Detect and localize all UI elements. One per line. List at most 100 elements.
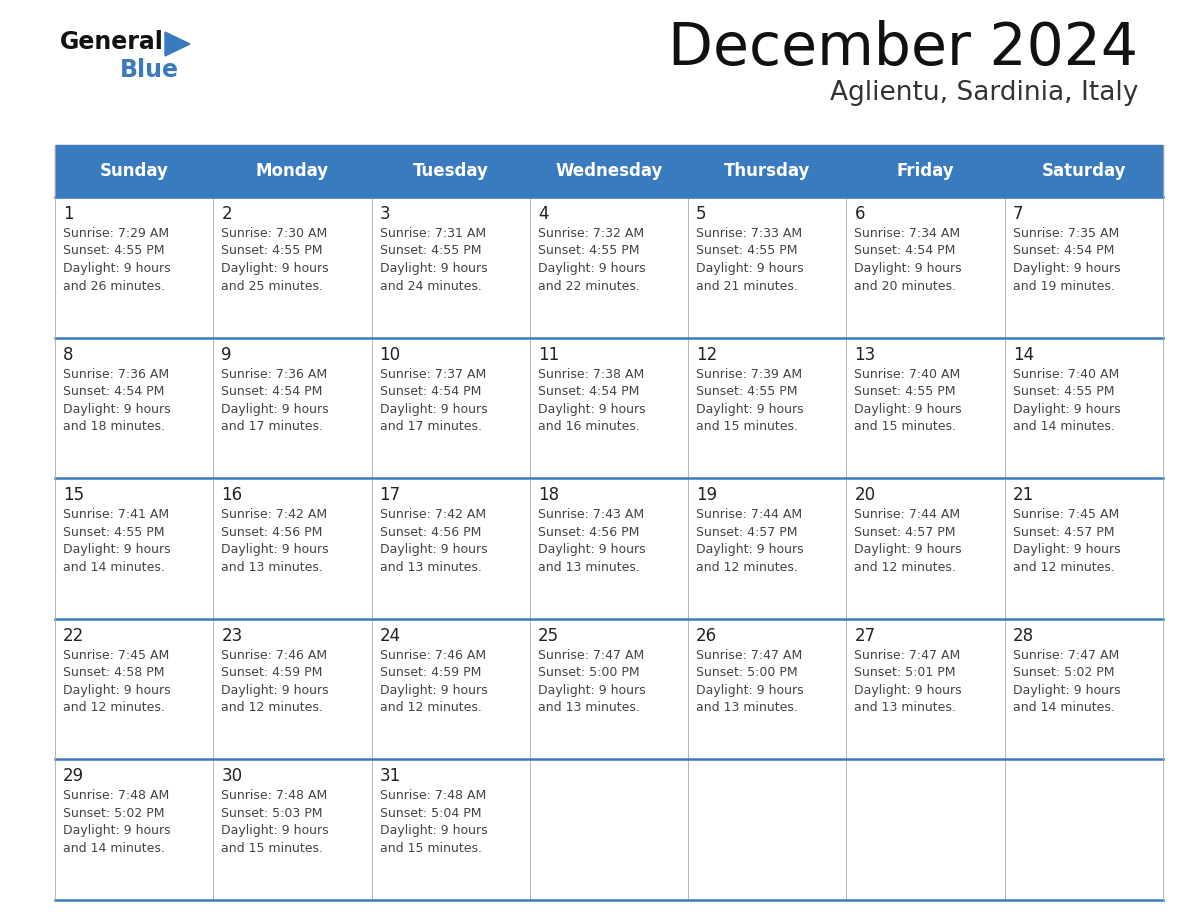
Text: 18: 18 [538,487,560,504]
Text: and 14 minutes.: and 14 minutes. [63,561,165,574]
Text: 11: 11 [538,345,560,364]
Text: Daylight: 9 hours: Daylight: 9 hours [380,684,487,697]
Text: Sunrise: 7:31 AM: Sunrise: 7:31 AM [380,227,486,240]
Text: Sunrise: 7:40 AM: Sunrise: 7:40 AM [854,367,961,381]
Text: and 13 minutes.: and 13 minutes. [538,701,639,714]
Text: Aglientu, Sardinia, Italy: Aglientu, Sardinia, Italy [829,80,1138,106]
Text: and 14 minutes.: and 14 minutes. [63,842,165,855]
Text: Sunrise: 7:47 AM: Sunrise: 7:47 AM [538,649,644,662]
Text: December 2024: December 2024 [668,20,1138,77]
Text: Sunrise: 7:46 AM: Sunrise: 7:46 AM [221,649,328,662]
Text: and 12 minutes.: and 12 minutes. [221,701,323,714]
Text: 9: 9 [221,345,232,364]
Text: 10: 10 [380,345,400,364]
Text: Daylight: 9 hours: Daylight: 9 hours [63,824,171,837]
Text: and 16 minutes.: and 16 minutes. [538,420,639,433]
Text: Sunrise: 7:32 AM: Sunrise: 7:32 AM [538,227,644,240]
Text: Sunday: Sunday [100,162,169,180]
Text: Daylight: 9 hours: Daylight: 9 hours [63,403,171,416]
Text: 13: 13 [854,345,876,364]
Text: Daylight: 9 hours: Daylight: 9 hours [221,262,329,275]
Text: Daylight: 9 hours: Daylight: 9 hours [696,543,804,556]
Text: and 14 minutes.: and 14 minutes. [1012,420,1114,433]
Text: 27: 27 [854,627,876,644]
Text: and 15 minutes.: and 15 minutes. [854,420,956,433]
Text: and 13 minutes.: and 13 minutes. [221,561,323,574]
Text: Daylight: 9 hours: Daylight: 9 hours [63,262,171,275]
Text: Sunset: 4:59 PM: Sunset: 4:59 PM [380,666,481,679]
Text: Daylight: 9 hours: Daylight: 9 hours [696,684,804,697]
Text: 22: 22 [63,627,84,644]
Text: 24: 24 [380,627,400,644]
Text: Sunrise: 7:37 AM: Sunrise: 7:37 AM [380,367,486,381]
Text: and 25 minutes.: and 25 minutes. [221,279,323,293]
Text: 3: 3 [380,205,390,223]
Text: and 12 minutes.: and 12 minutes. [63,701,165,714]
Text: Daylight: 9 hours: Daylight: 9 hours [854,543,962,556]
Text: Daylight: 9 hours: Daylight: 9 hours [221,543,329,556]
Text: 5: 5 [696,205,707,223]
Text: Daylight: 9 hours: Daylight: 9 hours [380,403,487,416]
Bar [55,478,1163,619]
Text: Sunset: 4:55 PM: Sunset: 4:55 PM [1012,385,1114,398]
Text: Daylight: 9 hours: Daylight: 9 hours [380,824,487,837]
Text: Daylight: 9 hours: Daylight: 9 hours [538,684,645,697]
Text: 4: 4 [538,205,549,223]
Text: Blue: Blue [120,58,179,82]
Text: Daylight: 9 hours: Daylight: 9 hours [221,824,329,837]
Text: Sunrise: 7:39 AM: Sunrise: 7:39 AM [696,367,802,381]
Text: 23: 23 [221,627,242,644]
Text: and 18 minutes.: and 18 minutes. [63,420,165,433]
Text: and 19 minutes.: and 19 minutes. [1012,279,1114,293]
Text: and 13 minutes.: and 13 minutes. [696,701,798,714]
Text: Daylight: 9 hours: Daylight: 9 hours [63,684,171,697]
Text: and 26 minutes.: and 26 minutes. [63,279,165,293]
Text: and 12 minutes.: and 12 minutes. [1012,561,1114,574]
Text: 17: 17 [380,487,400,504]
Text: Daylight: 9 hours: Daylight: 9 hours [221,684,329,697]
Text: 15: 15 [63,487,84,504]
Text: General: General [61,30,164,54]
Text: and 13 minutes.: and 13 minutes. [854,701,956,714]
Text: Sunset: 4:54 PM: Sunset: 4:54 PM [221,385,323,398]
Text: Sunset: 4:54 PM: Sunset: 4:54 PM [538,385,639,398]
Text: Thursday: Thursday [725,162,810,180]
Text: and 15 minutes.: and 15 minutes. [380,842,481,855]
Text: and 15 minutes.: and 15 minutes. [696,420,798,433]
Text: Sunrise: 7:38 AM: Sunrise: 7:38 AM [538,367,644,381]
Text: Daylight: 9 hours: Daylight: 9 hours [380,262,487,275]
Text: Sunset: 5:00 PM: Sunset: 5:00 PM [538,666,639,679]
Text: Saturday: Saturday [1042,162,1126,180]
Text: Daylight: 9 hours: Daylight: 9 hours [380,543,487,556]
Text: Daylight: 9 hours: Daylight: 9 hours [696,262,804,275]
Text: Sunrise: 7:42 AM: Sunrise: 7:42 AM [221,509,328,521]
Text: Daylight: 9 hours: Daylight: 9 hours [538,403,645,416]
Text: Sunset: 4:57 PM: Sunset: 4:57 PM [854,526,956,539]
Text: Sunrise: 7:34 AM: Sunrise: 7:34 AM [854,227,961,240]
Text: Sunset: 4:57 PM: Sunset: 4:57 PM [1012,526,1114,539]
Text: Sunrise: 7:43 AM: Sunrise: 7:43 AM [538,509,644,521]
Text: and 22 minutes.: and 22 minutes. [538,279,639,293]
Text: 14: 14 [1012,345,1034,364]
Text: Daylight: 9 hours: Daylight: 9 hours [854,684,962,697]
Text: 30: 30 [221,767,242,786]
Text: Sunset: 5:03 PM: Sunset: 5:03 PM [221,807,323,820]
Text: Sunrise: 7:47 AM: Sunrise: 7:47 AM [696,649,802,662]
Text: Sunrise: 7:47 AM: Sunrise: 7:47 AM [854,649,961,662]
Text: Sunset: 5:02 PM: Sunset: 5:02 PM [1012,666,1114,679]
Text: and 15 minutes.: and 15 minutes. [221,842,323,855]
Bar [55,145,1163,197]
Text: Sunrise: 7:36 AM: Sunrise: 7:36 AM [63,367,169,381]
Text: 26: 26 [696,627,718,644]
Text: 2: 2 [221,205,232,223]
Text: Sunset: 4:54 PM: Sunset: 4:54 PM [854,244,956,258]
Text: and 17 minutes.: and 17 minutes. [380,420,481,433]
Text: and 24 minutes.: and 24 minutes. [380,279,481,293]
Text: Sunset: 4:59 PM: Sunset: 4:59 PM [221,666,323,679]
Text: Sunset: 4:57 PM: Sunset: 4:57 PM [696,526,797,539]
Text: Sunset: 4:58 PM: Sunset: 4:58 PM [63,666,164,679]
Text: Sunset: 5:00 PM: Sunset: 5:00 PM [696,666,798,679]
Bar [55,759,1163,900]
Text: 25: 25 [538,627,560,644]
Text: and 13 minutes.: and 13 minutes. [538,561,639,574]
